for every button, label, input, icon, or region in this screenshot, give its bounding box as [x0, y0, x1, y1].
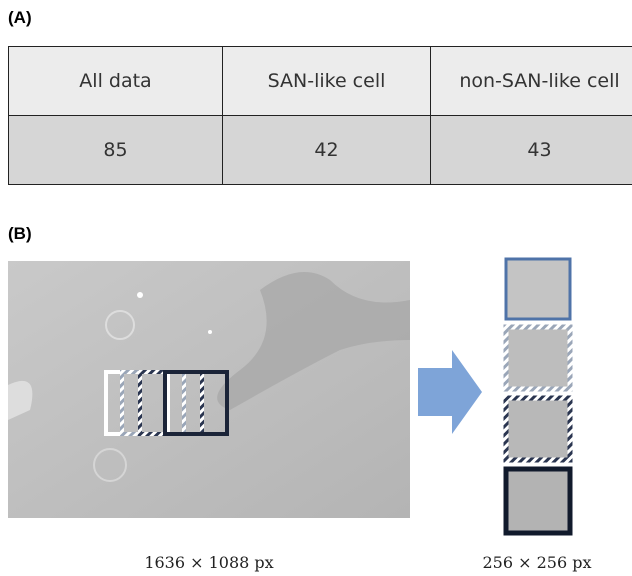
data-table: All data SAN-like cell non-SAN-like cell…	[8, 46, 632, 185]
arrow	[418, 350, 482, 434]
micrograph	[8, 261, 410, 518]
diagram	[0, 250, 632, 545]
header-cell: SAN-like cell	[223, 47, 431, 116]
header-cell: non-SAN-like cell	[431, 47, 632, 116]
caption: 1636 × 1088 px	[109, 553, 309, 572]
data-cell: 85	[9, 116, 223, 185]
data-cell: 43	[431, 116, 632, 185]
figure: (A) All data SAN-like cell non-SAN-like …	[0, 0, 632, 576]
crop-tiles	[506, 259, 570, 533]
header-cell: All data	[9, 47, 223, 116]
panel-label: (B)	[8, 224, 32, 244]
panel-label: (A)	[8, 8, 32, 28]
data-row: 85 42 43	[9, 116, 632, 185]
caption: 256 × 256 px	[437, 553, 632, 572]
header-row: All data SAN-like cell non-SAN-like cell	[9, 47, 632, 116]
data-cell: 42	[223, 116, 431, 185]
